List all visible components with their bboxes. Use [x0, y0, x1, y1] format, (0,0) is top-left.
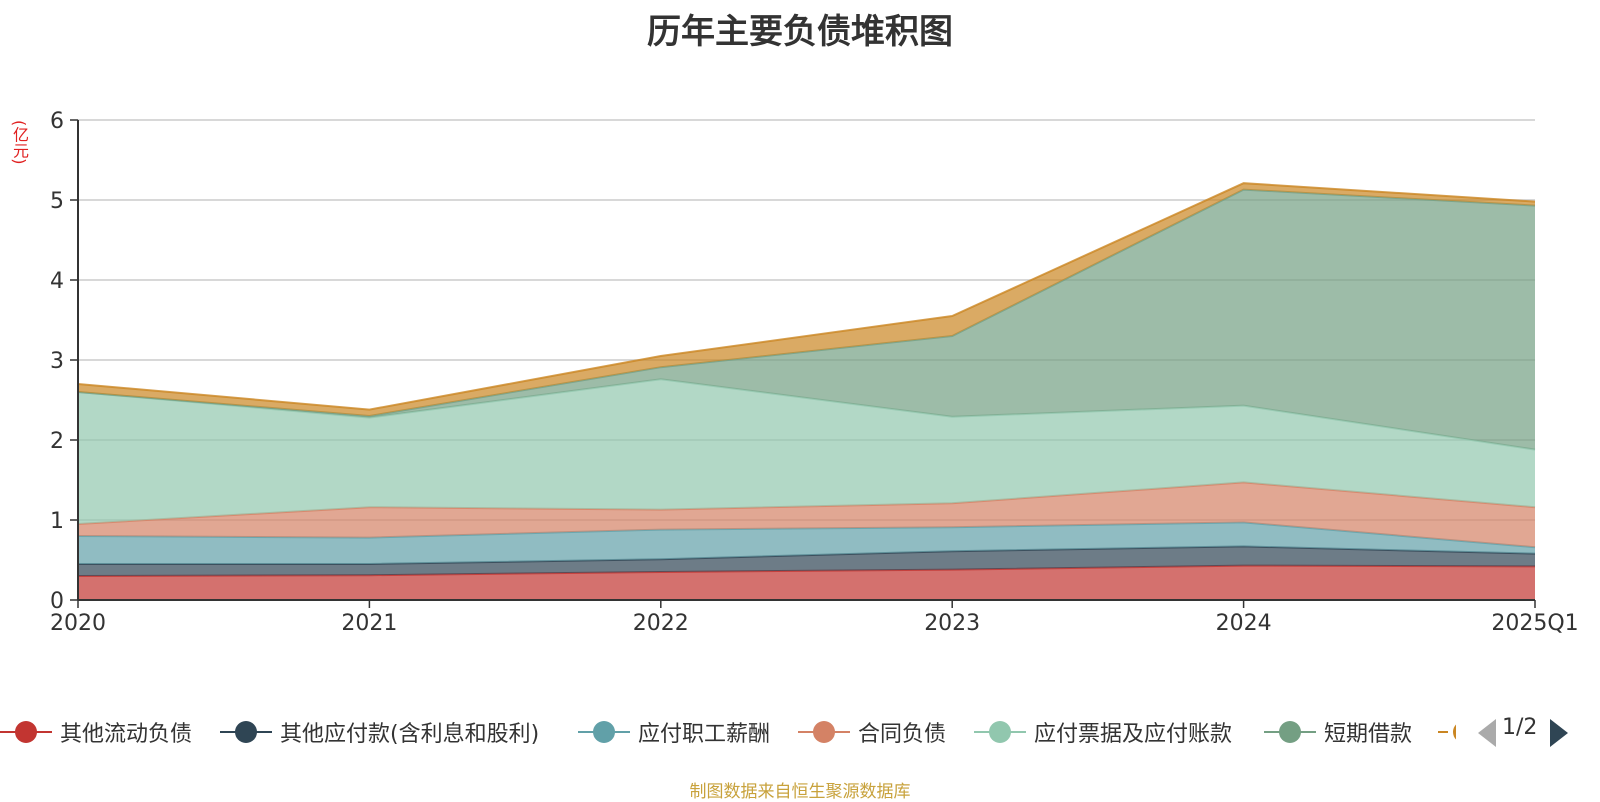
legend-item[interactable]: 短期借款 — [1264, 715, 1412, 749]
legend-label: 其他流动负债 — [60, 722, 193, 747]
legend-page-indicator: 1/2 — [1502, 715, 1538, 740]
previous-page-icon[interactable] — [1478, 719, 1496, 747]
legend-symbol-icon — [974, 720, 1026, 744]
legend-label: 其他应付款(含利息和股利) — [280, 722, 540, 747]
legend-symbol-icon — [220, 720, 272, 744]
x-tick-label: 2024 — [1216, 611, 1272, 636]
legend-item[interactable]: 其他应付款(含利息和股利) — [220, 715, 539, 749]
series-line-6 — [77, 182, 1536, 411]
y-tick-label: 6 — [50, 109, 64, 134]
x-tick-label: 2020 — [50, 611, 106, 636]
area-series-2 — [78, 522, 1535, 564]
x-tick-label: 2021 — [341, 611, 397, 636]
y-tick-label: 1 — [50, 509, 64, 534]
legend-item[interactable]: 应付票据及应付账款 — [974, 715, 1232, 749]
legend-item[interactable]: 其他流动负债 — [0, 715, 192, 749]
legend-item[interactable] — [1438, 715, 1456, 749]
area-series-3 — [78, 482, 1535, 548]
legend-symbol-icon — [578, 720, 630, 744]
y-axis-unit-label: (亿元) — [10, 120, 29, 165]
legend-label: 合同负债 — [858, 722, 947, 747]
axes — [70, 119, 1536, 608]
y-tick-label: 2 — [50, 429, 64, 454]
legend-pager: 1/2 — [1470, 715, 1600, 749]
legend-label: 应付票据及应付账款 — [1034, 722, 1233, 747]
area-series-0 — [78, 565, 1535, 600]
x-tick-label: 2025Q1 — [1491, 611, 1578, 636]
legend-symbol-icon — [1264, 720, 1316, 744]
chart-title: 历年主要负债堆积图 — [647, 12, 953, 52]
legend-item[interactable]: 合同负债 — [798, 715, 946, 749]
area-series-1 — [78, 546, 1535, 576]
legend-symbol-icon — [798, 720, 850, 744]
legend-symbol-icon — [0, 720, 52, 744]
legend: 其他流动负债 其他应付款(含利息和股利) 应付职工薪酬 合同负债 应付票据及应付账款 短期… — [0, 715, 1600, 749]
area-series-4 — [78, 379, 1535, 524]
x-tick-label: 2023 — [924, 611, 980, 636]
area-series — [77, 182, 1536, 600]
legend-symbol-icon — [1438, 720, 1456, 744]
next-page-icon[interactable] — [1550, 719, 1568, 747]
data-source-note: 制图数据来自恒生聚源数据库 — [689, 782, 911, 802]
y-tick-label: 0 — [50, 589, 64, 614]
legend-label: 应付职工薪酬 — [638, 722, 771, 747]
y-tick-label: 5 — [50, 189, 64, 214]
y-tick-label: 4 — [50, 269, 64, 294]
x-tick-label: 2022 — [633, 611, 689, 636]
legend-item[interactable]: 应付职工薪酬 — [578, 715, 770, 749]
area-series-5 — [78, 189, 1535, 450]
y-tick-label: 3 — [50, 349, 64, 374]
legend-label: 短期借款 — [1324, 722, 1413, 747]
tick-labels: 0 1 2 3 4 5 6 2020 2021 2022 2023 2024 2025Q1 — [50, 109, 1579, 636]
